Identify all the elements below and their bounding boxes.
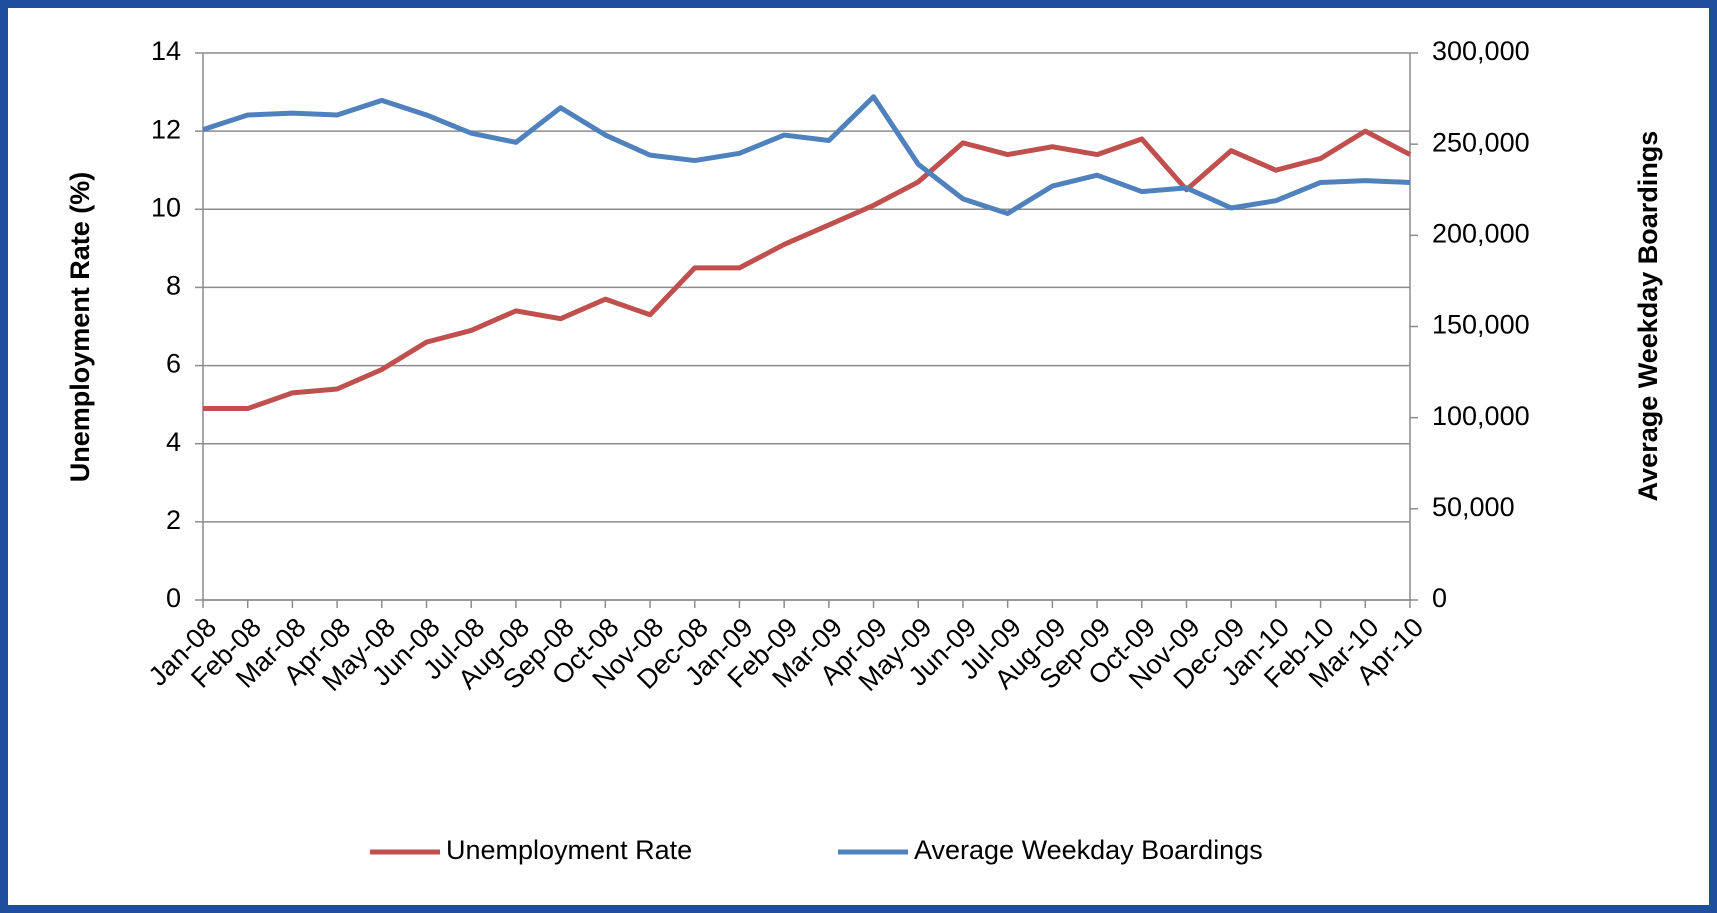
y-tick-label: 0: [166, 583, 181, 613]
y-tick-label: 8: [166, 271, 181, 301]
y2-tick-label: 0: [1432, 583, 1447, 613]
y-axis-title: Unemployment Rate (%): [65, 172, 95, 483]
y-tick-label: 14: [151, 36, 181, 66]
y2-tick-label: 100,000: [1432, 401, 1530, 431]
y-tick-label: 6: [166, 349, 181, 379]
y-tick-label: 4: [166, 427, 181, 457]
y2-tick-label: 50,000: [1432, 492, 1515, 522]
y-tick-label: 2: [166, 505, 181, 535]
y-tick-label: 10: [151, 192, 181, 222]
y2-tick-label: 200,000: [1432, 218, 1530, 248]
y2-tick-label: 150,000: [1432, 310, 1530, 340]
y2-tick-label: 300,000: [1432, 36, 1530, 66]
y2-tick-label: 250,000: [1432, 127, 1530, 157]
y2-axis-title: Average Weekday Boardings: [1633, 131, 1663, 502]
y-tick-label: 12: [151, 114, 181, 144]
series-line: [203, 128, 1412, 412]
series-line: [202, 94, 1411, 216]
legend-label: Unemployment Rate: [446, 835, 692, 865]
legend-label: Average Weekday Boardings: [914, 835, 1263, 865]
